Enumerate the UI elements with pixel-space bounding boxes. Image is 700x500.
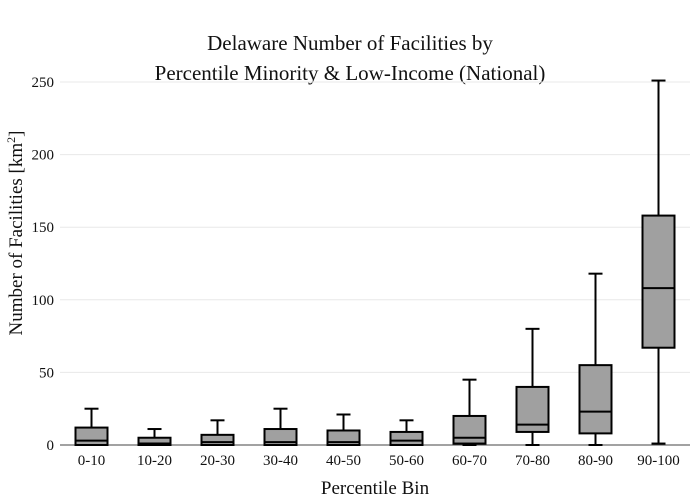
- y-tick-labels: 0 50 100 150 200 250: [32, 75, 55, 454]
- box-30-40: [263, 407, 298, 447]
- y-tick-label: 50: [39, 365, 54, 381]
- x-tick-label: 40-50: [326, 453, 361, 469]
- x-tick-label: 20-30: [200, 453, 235, 469]
- y-tick-label: 150: [32, 220, 55, 236]
- iqr-box: [74, 426, 109, 446]
- x-tick-labels: 0-10 10-20 20-30 30-40 40-50 50-60 60-70 70-80 8…: [78, 453, 680, 469]
- y-axis-label-main: Number of Facilities [km: [6, 143, 27, 336]
- x-tick-label: 60-70: [452, 453, 487, 469]
- box-0-10: [74, 407, 109, 446]
- x-axis-label: Percentile Bin: [321, 478, 430, 499]
- grid-lines: [60, 81, 690, 446]
- x-tick-label: 90-100: [637, 453, 680, 469]
- x-tick-label: 0-10: [78, 453, 106, 469]
- iqr-box: [137, 436, 172, 446]
- y-tick-label: 200: [32, 148, 55, 164]
- box-20-30: [200, 419, 235, 446]
- iqr-box: [452, 414, 487, 445]
- y-axis-label-end: ]: [6, 131, 27, 137]
- box-40-50: [326, 413, 361, 447]
- iqr-box: [389, 430, 424, 447]
- box-90-100: [641, 79, 676, 445]
- y-tick-label: 250: [32, 75, 55, 91]
- x-tick-label: 10-20: [137, 453, 172, 469]
- iqr-box: [578, 364, 613, 435]
- iqr-box: [263, 428, 298, 447]
- y-tick-label: 0: [47, 438, 55, 454]
- box-80-90: [578, 272, 613, 446]
- y-axis-label: Number of Facilities [km2]: [4, 131, 27, 336]
- box-50-60: [389, 419, 424, 447]
- box-70-80: [515, 327, 550, 446]
- iqr-box: [200, 433, 235, 446]
- box-60-70: [452, 378, 487, 446]
- chart-title-line2: Percentile Minority & Low-Income (Nation…: [155, 61, 546, 85]
- x-tick-label: 30-40: [263, 453, 298, 469]
- boxes: [74, 79, 676, 447]
- x-tick-label: 50-60: [389, 453, 424, 469]
- y-axis-label-superscript: 2: [4, 137, 18, 143]
- y-tick-label: 100: [32, 293, 55, 309]
- chart-title-line1: Delaware Number of Facilities by: [207, 31, 493, 55]
- x-tick-label: 80-90: [578, 453, 613, 469]
- iqr-box: [641, 214, 676, 349]
- x-tick-label: 70-80: [515, 453, 550, 469]
- box-10-20: [137, 428, 172, 446]
